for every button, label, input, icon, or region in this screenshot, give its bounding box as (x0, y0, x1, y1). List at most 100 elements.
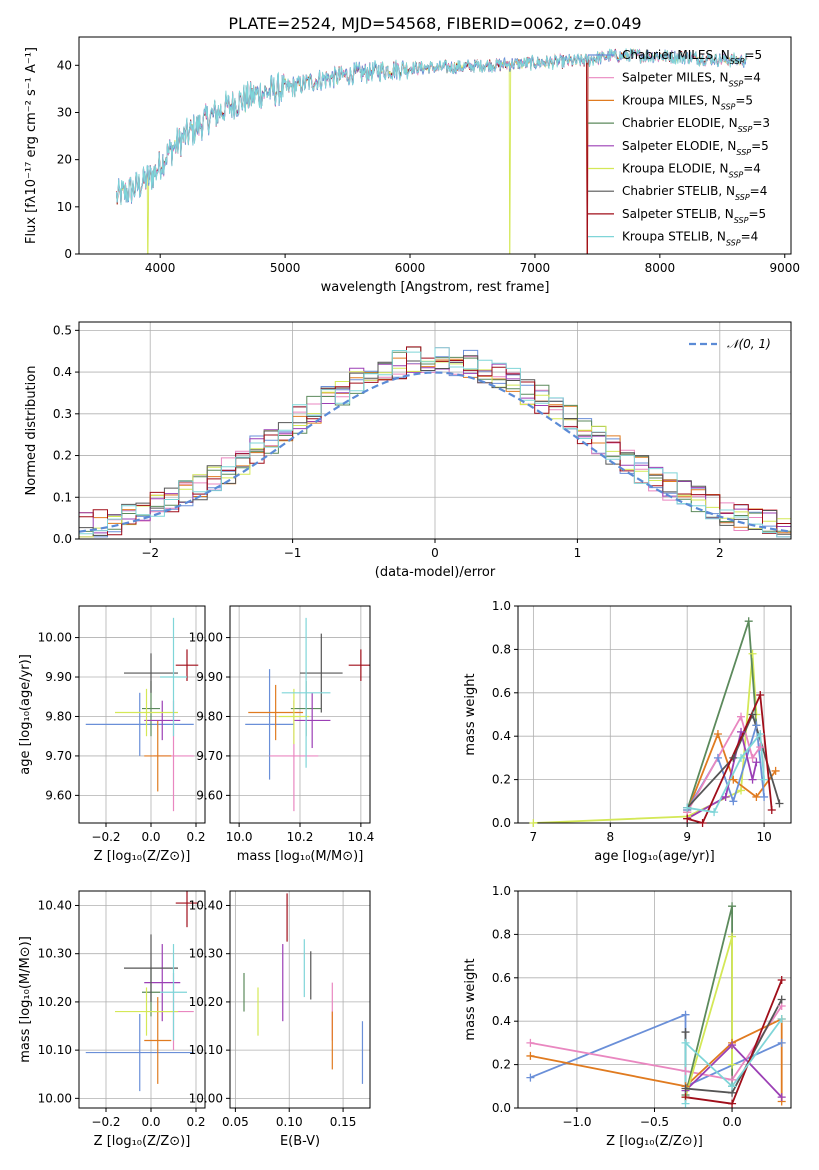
y-tick-label: 0.6 (492, 686, 511, 700)
legend-label-text: Kroupa MILES, N (622, 93, 721, 107)
panel-1: 4000 5000 6000 7000 8000 9000 0 10 20 30 40 wavelen… (24, 36, 800, 295)
y-axis-label: Flux [fλ10⁻¹⁷ erg cm⁻² s⁻¹ A⁻¹] (24, 47, 39, 244)
y-tick-label: 10.00 (189, 631, 223, 645)
y-tick-label: 10.20 (38, 995, 72, 1009)
x-tick-label: −0.5 (640, 1115, 669, 1129)
x-tick-label: 10.0 (226, 830, 253, 844)
weight-marker (681, 1084, 690, 1093)
weight-marker (713, 730, 722, 739)
legend-label-tail: =4 (743, 162, 761, 176)
panel-2: −2 −1 0 1 2 0.0 0.1 0.2 0.3 0.4 0.5 (data-model)/er… (24, 321, 792, 580)
plot-area (530, 905, 783, 1105)
y-tick-label: 0.2 (53, 449, 72, 463)
weight-marker (681, 1067, 690, 1076)
weight-marker (728, 1041, 737, 1050)
y-tick-label: 9.80 (196, 709, 223, 723)
histogram-step (79, 347, 791, 538)
x-tick-label: 0.10 (276, 1115, 303, 1129)
x-tick-label: 7 (530, 830, 538, 844)
weight-marker (721, 792, 730, 801)
x-axis-label: mass [log₁₀(M/M⊙)] (237, 849, 364, 864)
legend-label-tail: =5 (751, 139, 769, 153)
x-axis-label: Z [log₁₀(Z/Z⊙)] (94, 849, 191, 864)
y-tick-label: 9.90 (45, 670, 72, 684)
legend-label-text: Chabrier MILES, N (622, 48, 730, 62)
weight-marker (737, 727, 746, 736)
panel-7: 0.05 0.10 0.15 10.00 10.10 10.20 10.30 10.40 E(B… (189, 890, 371, 1149)
overlay: −1.0 −0.5 0.0 0.0 0.2 0.4 0.6 0.8 1.0 Z [log₁₀(Z/… (463, 884, 792, 1149)
x-tick-label: 0.0 (141, 830, 160, 844)
weight-marker (713, 753, 722, 762)
y-tick-label: 30 (57, 105, 72, 119)
weight-marker (744, 617, 753, 626)
x-tick-label: −1 (284, 546, 302, 560)
weight-marker (683, 814, 692, 823)
y-tick-label: 10.30 (189, 947, 223, 961)
weight-marker (681, 1028, 690, 1037)
weight-marker (681, 1010, 690, 1019)
weight-line (686, 691, 773, 823)
weight-marker (698, 819, 707, 827)
x-tick-label: −1.0 (562, 1115, 591, 1129)
y-tick-label: 9.70 (45, 749, 72, 763)
y-axis-label: mass [log₁₀(M/M⊙)] (18, 936, 33, 1063)
weight-marker (771, 766, 780, 775)
weight-marker (756, 730, 765, 739)
weight-marker (729, 753, 738, 762)
legend-label: Kroupa STELIB, NSSP=4 (622, 230, 758, 248)
legend-label-sub: SSP (730, 57, 745, 66)
weight-marker (710, 808, 719, 817)
legend-label-sub: SSP (726, 238, 741, 247)
weight-marker (728, 932, 737, 941)
y-tick-label: 0.0 (53, 532, 72, 546)
x-tick-label: 10.4 (348, 830, 375, 844)
weight-marker (748, 775, 757, 784)
plot-area (243, 893, 364, 1084)
weight-marker (737, 786, 746, 795)
x-tick-label: 5000 (270, 261, 301, 275)
y-tick-label: 10.10 (189, 1043, 223, 1057)
legend-label-text: Kroupa STELIB, N (622, 230, 726, 244)
legend-label-tail: =5 (748, 207, 766, 221)
x-tick-label: 10.2 (287, 830, 314, 844)
panel-8: −1.0 −0.5 0.0 0.0 0.2 0.4 0.6 0.8 1.0 Z [log₁₀(Z/… (463, 884, 792, 1149)
weight-marker (728, 1082, 737, 1091)
axes-frame (78, 36, 792, 255)
x-tick-label: −2 (141, 546, 159, 560)
weight-marker (748, 710, 757, 719)
plot-area (79, 346, 791, 538)
weight-line (686, 714, 761, 813)
y-tick-label: 40 (57, 58, 72, 72)
weight-marker (529, 819, 538, 827)
legend-label-text: Salpeter MILES, N (622, 71, 729, 85)
overlay: 4000 5000 6000 7000 8000 9000 0 10 20 30 40 wavelen… (24, 36, 800, 295)
y-tick-label: 0.4 (492, 729, 511, 743)
y-tick-label: 0.8 (492, 642, 511, 656)
plot-area (85, 891, 199, 1092)
y-tick-label: 0.5 (53, 323, 72, 337)
weight-marker (760, 775, 769, 784)
legend-label-text: Salpeter ELODIE, N (622, 139, 736, 153)
legend-label-tail: =5 (735, 93, 753, 107)
legend-label: Salpeter STELIB, NSSP=5 (622, 207, 766, 225)
legend-label-text: Chabrier ELODIE, N (622, 116, 738, 130)
x-tick-label: 8000 (645, 261, 676, 275)
y-tick-label: 10 (57, 200, 72, 214)
legend-label-text: Chabrier STELIB, N (622, 184, 735, 198)
y-tick-label: 0.1 (53, 490, 72, 504)
weight-marker (775, 799, 784, 808)
y-axis-label: age [log₁₀(age/yr)] (18, 654, 33, 775)
weight-marker (777, 1015, 786, 1024)
axes-frame (78, 890, 206, 1109)
weight-marker (756, 743, 765, 752)
x-tick-label: 8 (606, 830, 614, 844)
legend-label-sub: SSP (721, 102, 736, 111)
legend-label-sub: SSP (735, 193, 750, 202)
weight-marker (526, 1038, 535, 1047)
overlay: −2 −1 0 1 2 0.0 0.1 0.2 0.3 0.4 0.5 (data-model)/er… (24, 321, 792, 580)
weight-marker (737, 712, 746, 721)
y-tick-label: 0.0 (492, 816, 511, 830)
y-tick-label: 10.20 (189, 995, 223, 1009)
panel-4: 10.0 10.2 10.4 9.60 9.70 9.80 9.90 10.00 mass [l… (189, 605, 375, 864)
